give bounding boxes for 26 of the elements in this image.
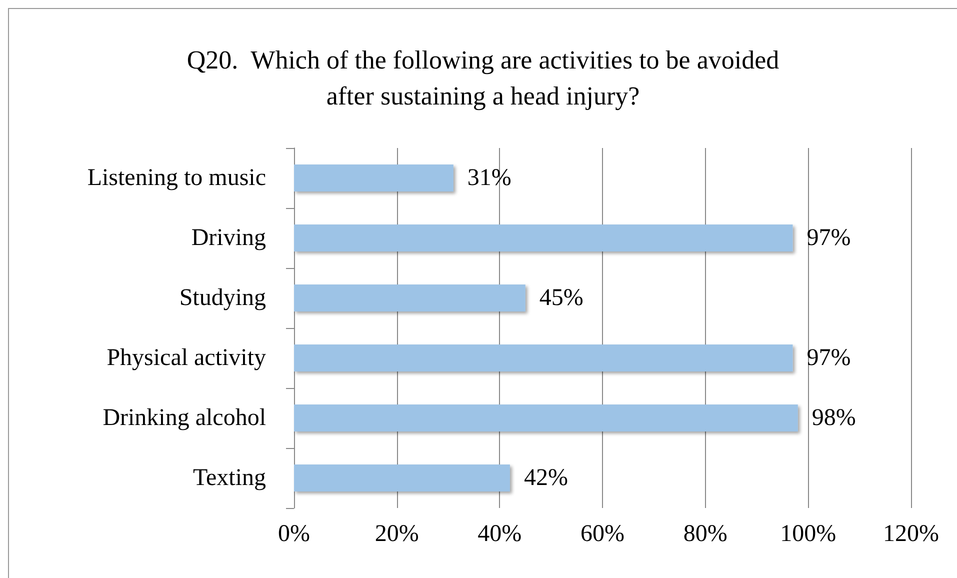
data-label: 42% xyxy=(524,465,568,491)
x-tick-label: 120% xyxy=(883,521,939,547)
bar xyxy=(294,344,793,372)
x-tick-label: 20% xyxy=(374,521,419,547)
bar xyxy=(294,404,798,432)
x-tick-label: 40% xyxy=(478,521,522,547)
chart-title: Q20. Which of the following are activities to be avoided after sustaining a head injury? xyxy=(186,46,780,110)
bar xyxy=(294,464,510,492)
y-tick-label: Texting xyxy=(193,465,266,491)
data-label: 98% xyxy=(812,405,856,431)
y-tick-label: Physical activity xyxy=(106,345,266,371)
bar xyxy=(294,224,793,252)
y-tick-label: Listening to music xyxy=(87,165,266,191)
x-tick-label: 100% xyxy=(780,521,836,547)
y-tick-label: Studying xyxy=(179,285,266,311)
x-tick-label: 0% xyxy=(278,521,310,547)
data-label: 45% xyxy=(539,285,584,311)
x-tick-label: 60% xyxy=(580,521,624,547)
data-label: 97% xyxy=(806,345,851,371)
data-label: 97% xyxy=(806,225,851,251)
y-tick-label: Driving xyxy=(191,225,266,251)
bar xyxy=(294,284,526,312)
x-tick-label: 80% xyxy=(683,521,728,547)
data-label: 31% xyxy=(467,165,512,191)
y-tick-label: Drinking alcohol xyxy=(102,405,266,431)
bar xyxy=(294,164,454,192)
